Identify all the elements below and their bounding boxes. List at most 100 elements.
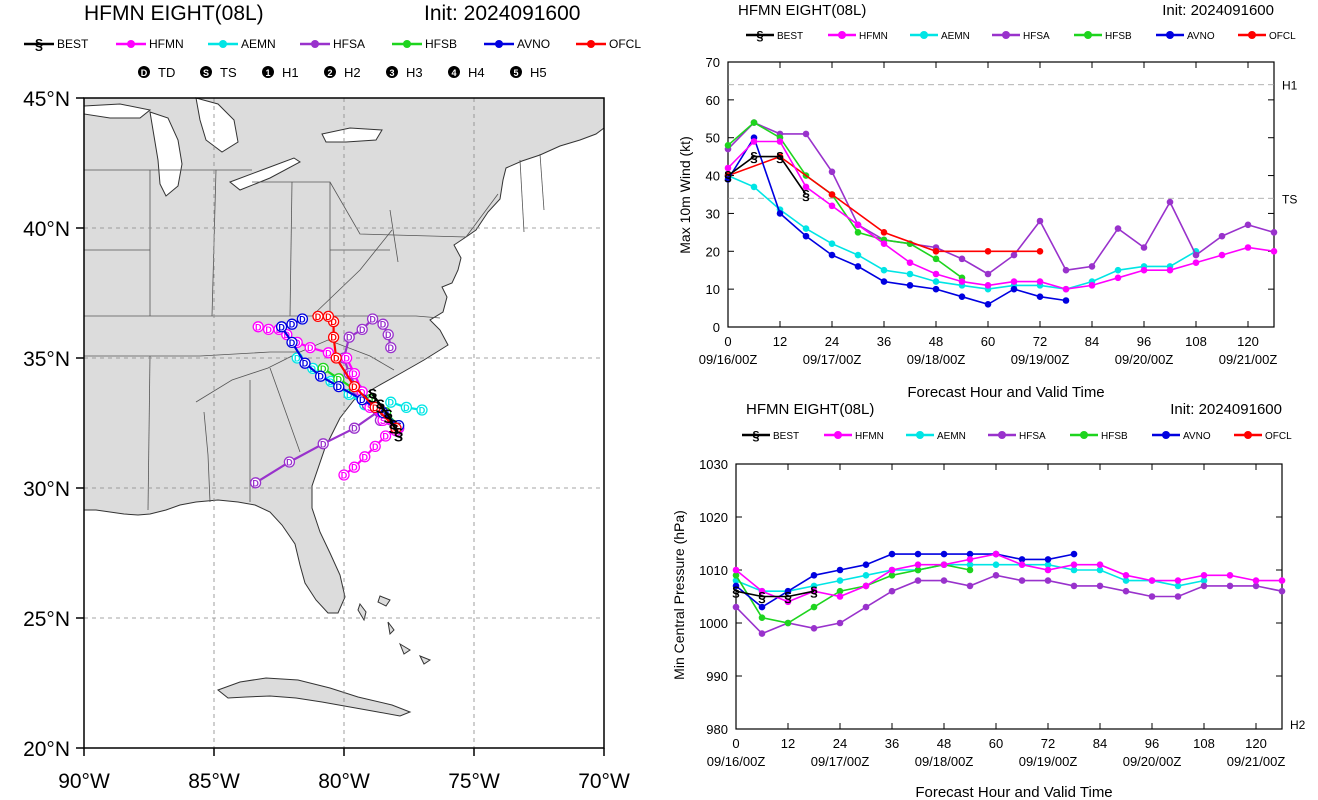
track-marker-letter: D [351, 382, 358, 392]
data-point [1036, 293, 1044, 301]
track-marker-letter: D [317, 372, 324, 382]
intensity-symbol-letter: 5 [513, 68, 518, 78]
date-tick-label: 09/21/00Z [1227, 754, 1286, 769]
map-init: Init: 2024091600 [424, 2, 580, 25]
legend-label: OFCL [609, 37, 641, 51]
data-point-best: § [750, 149, 758, 165]
data-point [724, 164, 732, 172]
track-marker [343, 331, 355, 343]
data-point [758, 614, 766, 621]
legend-label: BEST [773, 431, 799, 442]
track-marker-letter: D [372, 442, 379, 452]
track-marker-letter: D [369, 315, 376, 325]
map-lat-label: 20°N [23, 738, 70, 761]
data-point [906, 282, 914, 289]
data-point [1070, 561, 1078, 568]
intensity-symbol-icon [138, 66, 150, 78]
data-point [810, 603, 818, 611]
track-marker-letter: D [252, 478, 259, 488]
track-marker [330, 352, 342, 364]
track-marker [275, 321, 288, 333]
map-lat-label: 45°N [23, 88, 70, 111]
legend-marker-ofcl [587, 40, 595, 48]
data-point [802, 232, 810, 240]
data-point [966, 561, 974, 568]
data-point [1096, 561, 1104, 568]
x-tick-label: 84 [1093, 736, 1107, 751]
y-tick-label: 980 [706, 722, 728, 737]
date-tick-label: 09/17/00Z [811, 754, 870, 769]
legend-item-hfsa: HFSA [988, 431, 1046, 442]
track-marker [262, 323, 275, 336]
track-marker-letter: D [362, 452, 369, 462]
date-tick-label: 09/20/00Z [1123, 754, 1182, 769]
data-point [854, 251, 862, 259]
data-point [810, 572, 818, 579]
intensity-label: H4 [468, 65, 485, 80]
legend-item-aemn: AEMN [208, 37, 276, 51]
track-marker-letter: D [346, 390, 353, 400]
legend-label: HFMN [855, 431, 884, 442]
data-point [750, 183, 758, 191]
legend-marker-aemn [219, 40, 227, 48]
data-point [836, 566, 844, 574]
y-tick-label: 1000 [699, 616, 728, 631]
pressure-chart-init: Init: 2024091600 [1170, 401, 1282, 418]
series-best: § § § § [732, 583, 818, 604]
hurricane-symbol-icon: § [383, 406, 392, 425]
data-point [1096, 582, 1104, 590]
map-lon-label: 70°W [578, 770, 630, 793]
data-point [1044, 566, 1052, 574]
series-best: § § § § [724, 149, 810, 203]
track-marker-letter: D [382, 432, 389, 442]
data-point [750, 119, 758, 126]
intensity-item-h5: 5 H5 [510, 65, 547, 80]
intensity-item-ts: S TS [200, 65, 237, 80]
data-point [1018, 577, 1026, 584]
track-marker [296, 313, 309, 325]
data-point [854, 221, 862, 229]
pressure-xlabel: Forecast Hour and Valid Time [915, 784, 1112, 800]
series-line [735, 574, 1283, 635]
legend-marker-hfsb [1080, 431, 1088, 439]
intensity-symbol-letter: 2 [327, 68, 332, 78]
track-marker-letter: D [289, 320, 296, 330]
lake-michigan [149, 111, 183, 197]
data-point [880, 229, 888, 236]
legend-marker-avno [1166, 31, 1174, 39]
data-point [802, 183, 810, 191]
intensity-symbol-icon [200, 66, 212, 78]
intensity-symbol-letter: S [203, 68, 209, 78]
date-tick-label: 09/20/00Z [1115, 352, 1174, 367]
data-point [940, 561, 948, 568]
intensity-label: H2 [344, 65, 361, 80]
track-marker [283, 456, 296, 468]
y-tick-label: 10 [706, 282, 720, 297]
intensity-legend: D TD S TS 1 H1 2 H2 3 H3 4 H4 5 H5 [138, 65, 547, 80]
data-point [1122, 577, 1130, 584]
data-point [836, 593, 844, 600]
x-tick-label: 72 [1033, 334, 1047, 349]
track-marker [286, 318, 298, 330]
intensity-label: H1 [282, 65, 299, 80]
map-lon-label: 80°W [318, 770, 370, 793]
track-marker [416, 404, 428, 416]
data-point [914, 566, 922, 574]
legend-item-best: § BEST [746, 28, 803, 43]
data-point [1140, 266, 1148, 274]
track-marker [369, 401, 381, 414]
track-marker-letter: D [359, 325, 366, 335]
legend-label: HFMN [859, 31, 888, 42]
legend-label: OFCL [1265, 431, 1292, 442]
track-marker-letter: D [385, 330, 392, 340]
lake-ontario [321, 127, 383, 143]
series-line [727, 121, 963, 279]
data-point [1070, 582, 1078, 590]
forecast-tracks: SSDDDDDDDDSSDDDDSSDDDDDDDDDDDDDDDSSSDDDD… [249, 310, 428, 489]
data-point [1018, 556, 1026, 563]
intensity-symbol-icon [448, 66, 460, 78]
data-point [732, 582, 740, 590]
data-point [1044, 577, 1052, 584]
wind-xlabel: Forecast Hour and Valid Time [907, 384, 1104, 401]
data-point [1114, 274, 1122, 282]
